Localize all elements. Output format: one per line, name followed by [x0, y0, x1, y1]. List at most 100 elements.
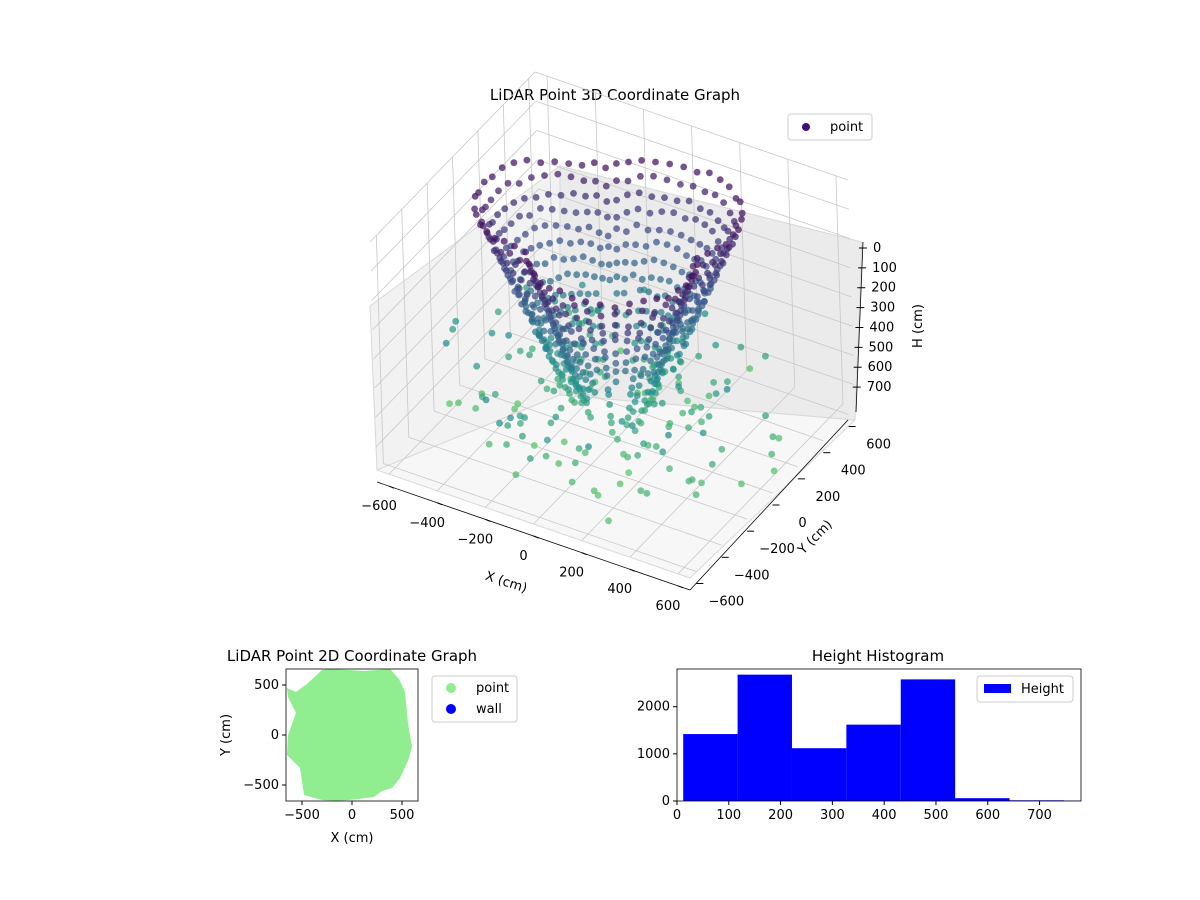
- point: [625, 323, 632, 331]
- point: [545, 191, 552, 198]
- point: [775, 434, 783, 442]
- point: [762, 412, 769, 420]
- x-tick-label: 500: [924, 808, 949, 823]
- point: [650, 256, 658, 264]
- grid-line: [642, 109, 651, 338]
- histogram-y-ticks: 0 1000 2000: [637, 700, 677, 809]
- point: [580, 177, 588, 185]
- point: [599, 274, 606, 282]
- point: [656, 348, 664, 356]
- point: [621, 258, 629, 266]
- point: [605, 243, 612, 251]
- point: [579, 390, 587, 398]
- point: [530, 276, 537, 283]
- point: [526, 351, 533, 359]
- point: [546, 347, 554, 355]
- point: [519, 432, 526, 440]
- point: [551, 325, 559, 333]
- point: [584, 290, 592, 298]
- legend-histogram: Height: [976, 675, 1074, 703]
- point: [543, 436, 551, 444]
- point: [551, 158, 559, 166]
- legend-2d: point wall: [431, 675, 518, 723]
- y-axis-line: [689, 419, 849, 591]
- point: [611, 321, 619, 329]
- point: [660, 315, 667, 322]
- point: [762, 352, 769, 360]
- point: [580, 385, 587, 393]
- point: [634, 205, 642, 213]
- y-tick-label: 1000: [637, 747, 670, 762]
- x-tick-mark: [677, 585, 684, 589]
- point: [547, 419, 555, 427]
- point: [472, 211, 480, 218]
- point: [585, 443, 592, 451]
- point: [695, 299, 703, 307]
- point: [555, 274, 563, 282]
- point: [682, 332, 690, 340]
- point: [695, 274, 703, 282]
- point: [668, 304, 676, 312]
- point: [701, 221, 709, 229]
- point: [634, 452, 642, 459]
- point: [568, 294, 576, 302]
- point: [724, 378, 731, 385]
- point: [623, 348, 630, 355]
- point: [516, 291, 523, 298]
- point: [595, 229, 603, 237]
- z-tick-label: 400: [869, 320, 894, 335]
- point: [537, 306, 544, 313]
- point: [532, 194, 540, 201]
- point: [449, 325, 457, 333]
- point: [658, 208, 666, 216]
- point: [591, 273, 598, 281]
- point: [507, 414, 514, 422]
- point: [480, 178, 488, 186]
- grid-line: [538, 188, 852, 298]
- point: [665, 423, 673, 431]
- point: [540, 327, 548, 335]
- point: [580, 340, 587, 348]
- point: [633, 392, 641, 399]
- point: [704, 269, 711, 277]
- point: [672, 324, 680, 331]
- point: [677, 231, 685, 239]
- point: [600, 337, 607, 345]
- point: [680, 163, 688, 171]
- point: [495, 187, 502, 195]
- point: [567, 361, 575, 369]
- chart-3d-title: LiDAR Point 3D Coordinate Graph: [490, 86, 740, 104]
- grid-line: [372, 159, 538, 330]
- point: [612, 350, 619, 358]
- point: [534, 315, 542, 322]
- grid-line: [370, 100, 537, 272]
- point: [528, 345, 536, 353]
- point: [613, 160, 620, 167]
- point: [507, 220, 515, 228]
- point: [584, 362, 592, 370]
- point: [545, 284, 553, 292]
- x-tick-label: 600: [656, 599, 681, 614]
- point: [617, 347, 625, 355]
- z-tick-label: 300: [870, 301, 895, 316]
- point: [601, 348, 608, 356]
- point: [511, 242, 518, 250]
- point: [653, 295, 661, 303]
- point: [681, 215, 689, 222]
- point: [576, 290, 584, 297]
- point: [530, 442, 538, 449]
- point: [541, 172, 548, 179]
- point: [613, 213, 621, 221]
- point: [556, 381, 564, 389]
- y-axis-label-2d: Y (cm): [219, 714, 234, 757]
- point: [694, 293, 701, 300]
- x-tick-label: 600: [975, 808, 1000, 823]
- point: [640, 257, 648, 265]
- point: [477, 221, 484, 229]
- point: [638, 407, 646, 414]
- point: [564, 352, 571, 359]
- grid-line: [426, 183, 435, 412]
- point: [624, 177, 632, 185]
- point: [631, 339, 639, 347]
- y-ticks-2d: −500 0 500: [243, 678, 286, 793]
